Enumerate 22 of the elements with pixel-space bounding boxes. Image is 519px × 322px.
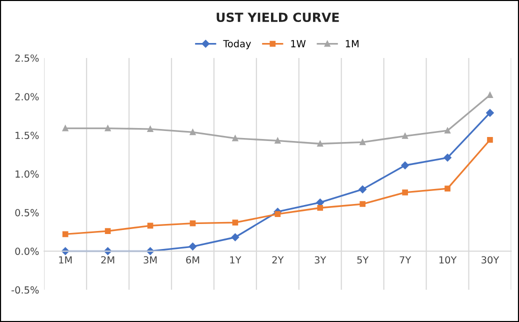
y-tick-label: -0.5% <box>12 286 39 294</box>
legend-label: 1W <box>291 40 306 48</box>
y-tick-label: 1.5% <box>16 132 39 140</box>
x-tick-label: 1Y <box>230 256 242 264</box>
x-tick-label: 6M <box>186 256 200 264</box>
x-tick-label: 7Y <box>400 256 412 264</box>
legend-label: 1M <box>346 40 358 48</box>
x-tick-label: 3Y <box>314 256 326 264</box>
y-tick-label: 0.5% <box>15 209 39 216</box>
chart-title: UST YIELD CURVE <box>216 12 339 22</box>
x-tick-label: 5Y <box>357 256 369 264</box>
legend-label: Today <box>223 40 251 50</box>
y-tick-label: 2.0% <box>15 93 39 100</box>
x-tick-label: 3M <box>144 256 157 264</box>
x-tick-label: 2Y <box>272 256 284 264</box>
x-tick-label: 2M <box>101 256 114 264</box>
y-tick-label: 0.0% <box>15 248 39 255</box>
x-tick-label: 30Y <box>482 256 500 264</box>
y-tick-label: 2.5% <box>15 54 39 62</box>
y-tick-label: 1.0% <box>16 170 39 178</box>
x-tick-label: 1M <box>59 256 72 264</box>
x-tick-label: 10Y <box>439 256 457 264</box>
